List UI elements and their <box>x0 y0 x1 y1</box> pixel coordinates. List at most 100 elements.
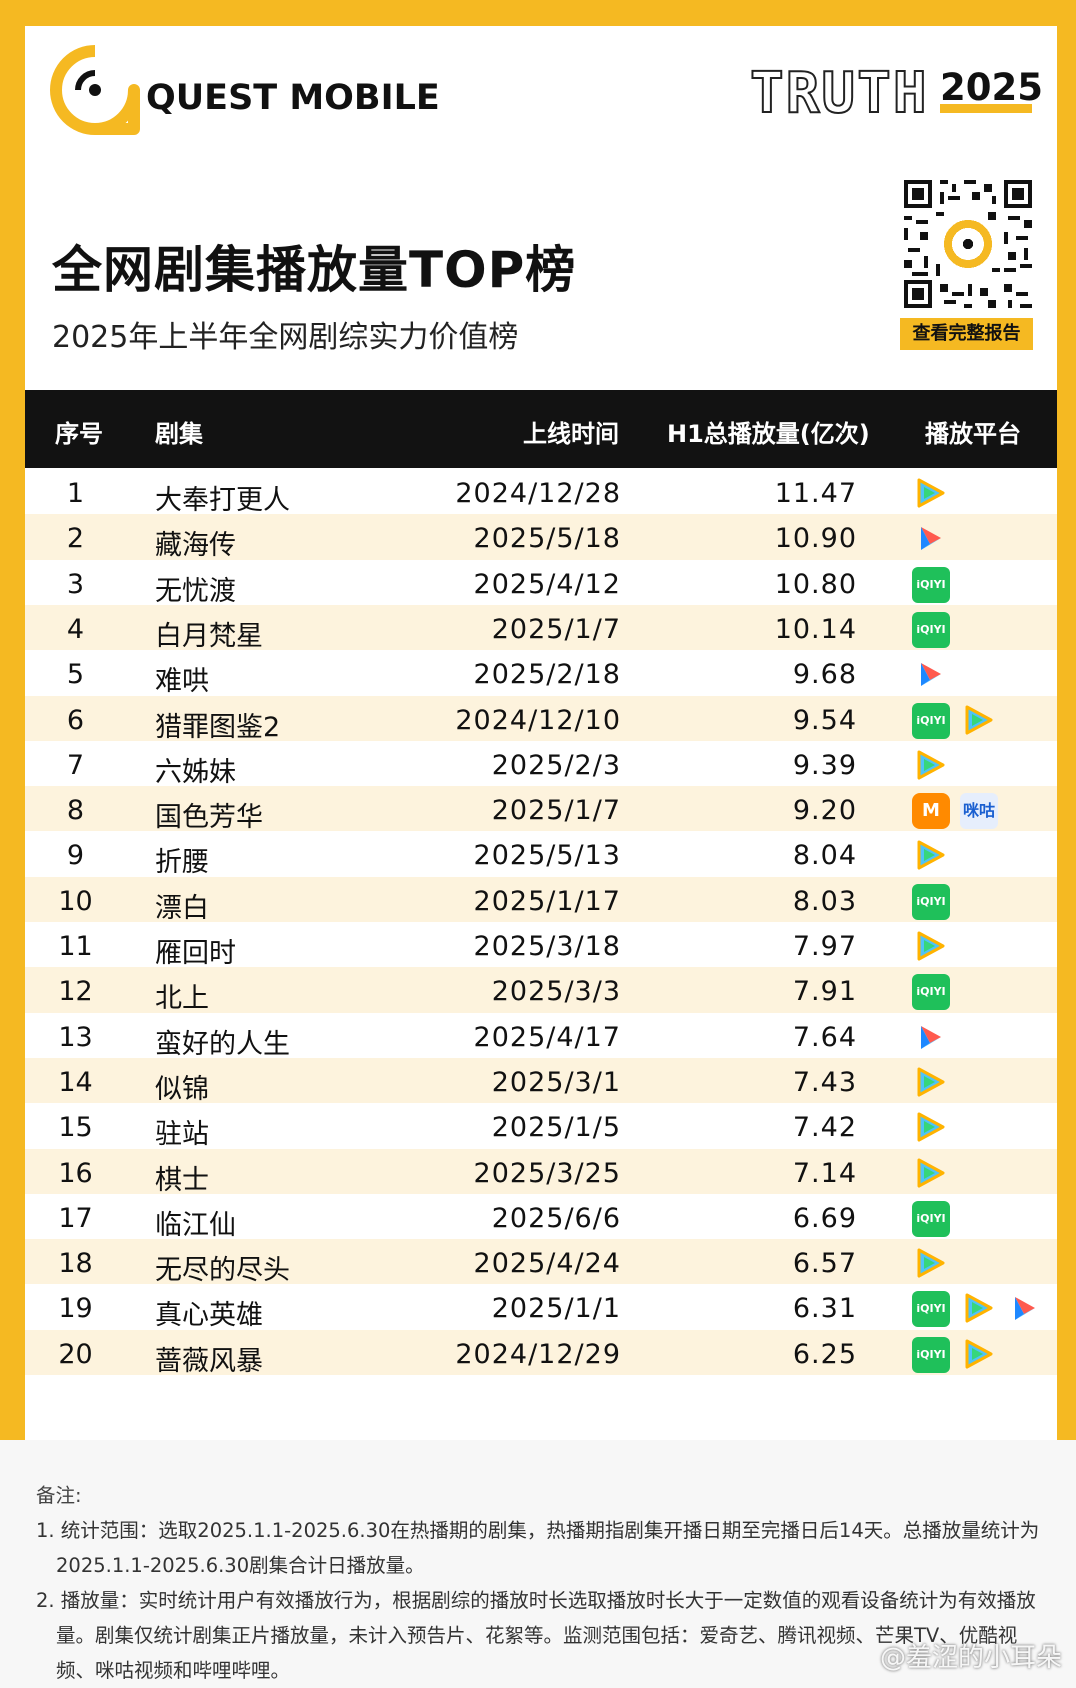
brand-name: QUEST MOBILE <box>146 78 440 118</box>
platform-cell <box>912 1110 948 1144</box>
rank-cell: 15 <box>58 1112 93 1144</box>
table-row: 2 藏海传 2025/5/18 10.90 <box>25 514 1057 562</box>
total-plays-cell: 7.43 <box>792 1066 857 1098</box>
table-row: 4 白月梵星 2025/1/7 10.14 iQIYI <box>25 604 1057 652</box>
series-name-cell: 六姊妹 <box>155 756 236 788</box>
table-row: 15 驻站 2025/1/5 7.42 <box>25 1103 1057 1151</box>
iqiyi-icon: iQIYI <box>912 1200 950 1237</box>
total-plays-cell: 10.80 <box>774 568 857 600</box>
tencent-video-icon <box>912 1065 948 1099</box>
page-subtitle: 2025年上半年全网剧综实力价值榜 <box>52 320 519 355</box>
total-plays-cell: 9.20 <box>792 795 857 827</box>
platform-cell <box>912 929 948 963</box>
table-row: 17 临江仙 2025/6/6 6.69 iQIYI <box>25 1194 1057 1241</box>
release-date-cell: 2025/6/6 <box>491 1202 621 1234</box>
release-date-cell: 2025/2/18 <box>473 659 621 691</box>
table-row: 3 无忧渡 2025/4/12 10.80 iQIYI <box>25 560 1057 607</box>
total-plays-cell: 8.03 <box>792 885 857 917</box>
series-name-cell: 无忧渡 <box>155 575 236 607</box>
release-date-cell: 2025/2/3 <box>491 749 621 781</box>
total-plays-cell: 7.64 <box>792 1021 857 1053</box>
total-plays-cell: 7.14 <box>792 1157 857 1189</box>
series-name-cell: 折腰 <box>155 847 209 879</box>
col-header-release-date: 上线时间 <box>523 420 619 448</box>
table-row: 10 漂白 2025/1/17 8.03 iQIYI <box>25 876 1057 924</box>
total-plays-cell: 6.25 <box>792 1338 857 1370</box>
series-name-cell: 似锦 <box>155 1073 209 1105</box>
platform-cell <box>912 1246 948 1280</box>
platform-cell <box>912 657 948 691</box>
release-date-cell: 2025/5/18 <box>473 523 621 555</box>
release-date-cell: 2025/4/12 <box>473 568 621 600</box>
tencent-video-icon <box>912 476 948 510</box>
notes-section: 备注: 1. 统计范围：选取2025.1.1-2025.6.30在热播期的剧集，… <box>36 1478 1046 1688</box>
platform-cell: M 咪咕 <box>912 793 998 830</box>
series-name-cell: 难哄 <box>155 666 209 698</box>
iqiyi-icon: iQIYI <box>912 1291 950 1328</box>
table-row: 7 六姊妹 2025/2/3 9.39 <box>25 741 1057 788</box>
table-row: 14 似锦 2025/3/1 7.43 <box>25 1057 1057 1105</box>
truth-year-underline <box>940 104 1032 113</box>
series-name-cell: 驻站 <box>155 1119 209 1151</box>
release-date-cell: 2025/1/17 <box>473 885 621 917</box>
table-row: 16 棋士 2025/3/25 7.14 <box>25 1148 1057 1196</box>
tencent-video-icon <box>912 1156 948 1190</box>
truth-year: 2025 <box>940 66 1043 109</box>
series-name-cell: 藏海传 <box>155 530 236 562</box>
rank-cell: 3 <box>66 568 85 600</box>
total-plays-cell: 9.39 <box>792 749 857 781</box>
youku-icon <box>912 521 948 555</box>
platform-cell: iQIYI <box>912 1336 996 1373</box>
release-date-cell: 2025/3/3 <box>491 976 621 1008</box>
table-row: 13 蛮好的人生 2025/4/17 7.64 <box>25 1013 1057 1060</box>
release-date-cell: 2025/1/1 <box>491 1293 621 1325</box>
iqiyi-icon: iQIYI <box>912 566 950 603</box>
platform-cell: iQIYI <box>912 1291 1042 1328</box>
total-plays-cell: 9.54 <box>792 704 857 736</box>
series-name-cell: 真心英雄 <box>155 1300 263 1332</box>
table-row: 9 折腰 2025/5/13 8.04 <box>25 831 1057 879</box>
release-date-cell: 2025/4/17 <box>473 1021 621 1053</box>
platform-cell: iQIYI <box>912 883 950 920</box>
total-plays-cell: 7.91 <box>792 976 857 1008</box>
col-header-platform: 播放平台 <box>925 420 1021 448</box>
series-name-cell: 蛮好的人生 <box>155 1028 290 1060</box>
tencent-video-icon <box>960 1337 996 1371</box>
release-date-cell: 2025/3/18 <box>473 931 621 962</box>
release-date-cell: 2024/12/28 <box>455 478 621 509</box>
page-title: 全网剧集播放量TOP榜 <box>52 241 577 299</box>
table-row: 1 大奉打更人 2024/12/28 11.47 <box>25 469 1057 516</box>
qr-code-icon[interactable] <box>900 176 1036 312</box>
platform-cell <box>912 748 948 782</box>
release-date-cell: 2025/5/13 <box>473 840 621 872</box>
total-plays-cell: 6.31 <box>792 1293 857 1325</box>
series-name-cell: 白月梵星 <box>155 620 263 652</box>
table-row: 11 雁回时 2025/3/18 7.97 <box>25 922 1057 969</box>
total-plays-cell: 10.90 <box>774 523 857 555</box>
table-row: 5 难哄 2025/2/18 9.68 <box>25 650 1057 698</box>
iqiyi-icon: iQIYI <box>912 702 950 739</box>
table-row: 19 真心英雄 2025/1/1 6.31 iQIYI <box>25 1284 1057 1332</box>
table-row: 6 猎罪图鉴2 2024/12/10 9.54 iQIYI <box>25 695 1057 743</box>
total-plays-cell: 11.47 <box>774 478 857 509</box>
view-full-report-button[interactable]: 查看完整报告 <box>900 318 1033 350</box>
series-name-cell: 国色芳华 <box>155 802 263 834</box>
total-plays-cell: 8.04 <box>792 840 857 872</box>
release-date-cell: 2025/3/25 <box>473 1157 621 1189</box>
rank-cell: 9 <box>66 840 85 872</box>
release-date-cell: 2025/3/1 <box>491 1066 621 1098</box>
tencent-video-icon <box>960 1291 996 1325</box>
rank-cell: 12 <box>58 976 93 1008</box>
total-plays-cell: 6.69 <box>792 1202 857 1234</box>
rank-cell: 4 <box>66 613 85 645</box>
table-row: 20 蔷薇风暴 2024/12/29 6.25 iQIYI <box>25 1329 1057 1377</box>
migu-video-icon: 咪咕 <box>960 793 998 830</box>
release-date-cell: 2025/4/24 <box>473 1248 621 1280</box>
platform-cell <box>912 1020 948 1054</box>
col-header-series: 剧集 <box>155 420 203 448</box>
notes-title: 备注: <box>36 1484 82 1507</box>
series-name-cell: 大奉打更人 <box>155 485 290 516</box>
note-item: 1. 统计范围：选取2025.1.1-2025.6.30在热播期的剧集，热播期指… <box>36 1519 1040 1577</box>
rank-cell: 19 <box>58 1293 93 1325</box>
watermark: @羞涩的小耳朵 <box>879 1643 1062 1673</box>
